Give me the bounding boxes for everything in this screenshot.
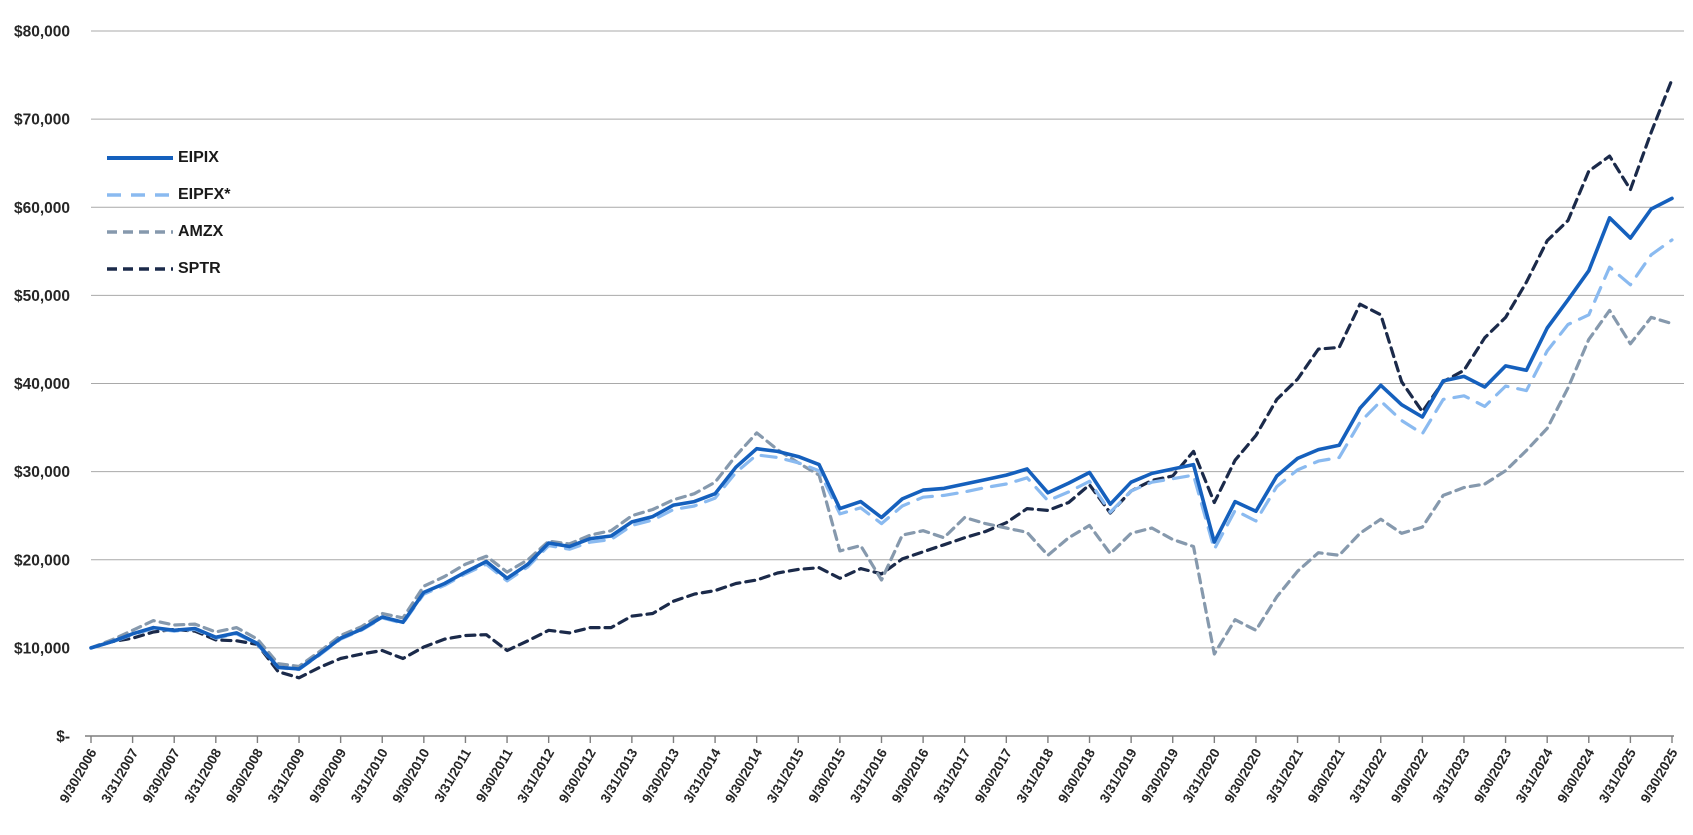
x-tick-label: 9/30/2008 <box>223 746 266 806</box>
x-tick-label: 9/30/2023 <box>1471 746 1514 806</box>
x-tick-label: 3/31/2019 <box>1097 746 1140 806</box>
x-tick-label: 9/30/2012 <box>556 746 599 806</box>
x-tick-label: 9/30/2009 <box>306 746 349 806</box>
x-tick-label: 9/30/2019 <box>1138 746 1181 806</box>
y-tick-label: $40,000 <box>14 376 70 393</box>
x-tick-label: 9/30/2016 <box>889 746 932 806</box>
x-tick-label: 3/31/2011 <box>431 746 474 805</box>
y-tick-label: $70,000 <box>14 112 70 129</box>
x-tick-label: 3/31/2012 <box>514 746 557 806</box>
x-tick-label: 9/30/2020 <box>1222 746 1265 806</box>
x-tick-label: 9/30/2021 <box>1305 746 1348 806</box>
legend-item-amzx: AMZX <box>106 213 230 250</box>
x-tick-label: 9/30/2013 <box>639 746 682 806</box>
legend-label-eipfx: EIPFX* <box>178 185 231 203</box>
x-tick-label: 9/30/2010 <box>389 746 432 806</box>
x-tick-label: 3/31/2015 <box>764 746 807 806</box>
x-tick-label: 9/30/2024 <box>1554 746 1597 806</box>
y-gridlines <box>91 30 1684 649</box>
chart-legend: EIPIX EIPFX* AMZX SPTR <box>106 139 230 287</box>
x-tick-label: 9/30/2017 <box>972 746 1015 806</box>
x-tick-label: 3/31/2007 <box>98 746 141 806</box>
y-axis-labels: $- $10,000 $20,000 $30,000 $40,000 $50,000 $60… <box>14 24 70 746</box>
y-tick-label: $60,000 <box>14 200 70 217</box>
x-axis <box>85 735 1674 743</box>
y-tick-label: $80,000 <box>14 24 70 41</box>
series-line-eipix <box>89 196 1674 671</box>
x-tick-label: 3/31/2023 <box>1430 746 1473 806</box>
x-tick-label: 9/30/2022 <box>1388 746 1431 806</box>
x-tick-label: 3/31/2008 <box>181 746 224 806</box>
eipix-line-sample-icon <box>107 155 173 160</box>
series-line-eipfx <box>89 238 1674 672</box>
legend-label-sptr: SPTR <box>178 259 221 277</box>
x-tick-label: 9/30/2007 <box>140 746 183 806</box>
series-line-sptr <box>89 77 1674 680</box>
x-tick-label: 3/31/2010 <box>348 746 391 806</box>
legend-label-eipix: EIPIX <box>178 148 219 166</box>
y-tick-label: $10,000 <box>14 640 70 657</box>
x-tick-label: 9/30/2011 <box>473 746 516 805</box>
x-tick-label: 3/31/2021 <box>1263 746 1306 806</box>
x-tick-label: 3/31/2020 <box>1180 746 1223 806</box>
x-tick-label: 9/30/2015 <box>805 746 848 806</box>
x-tick-label: 3/31/2013 <box>597 746 640 806</box>
y-tick-label: $50,000 <box>14 288 70 305</box>
legend-label-amzx: AMZX <box>178 222 224 240</box>
amzx-line-sample-icon <box>107 229 173 234</box>
x-tick-label: 9/30/2014 <box>722 746 765 806</box>
y-tick-label: $- <box>56 729 70 746</box>
x-tick-label: 3/31/2024 <box>1513 746 1556 806</box>
eipfx-line-sample-icon <box>107 192 173 197</box>
x-tick-label: 3/31/2016 <box>847 746 890 806</box>
sptr-line-sample-icon <box>107 266 173 271</box>
x-axis-labels: 9/30/20063/31/20079/30/20073/31/20089/30… <box>57 746 1681 806</box>
x-tick-label: 9/30/2025 <box>1638 746 1681 806</box>
x-tick-label: 3/31/2025 <box>1596 746 1639 806</box>
y-tick-label: $30,000 <box>14 464 70 481</box>
x-tick-label: 3/31/2009 <box>265 746 308 806</box>
legend-item-sptr: SPTR <box>106 250 230 287</box>
x-tick-label: 3/31/2014 <box>681 746 724 806</box>
x-tick-label: 9/30/2018 <box>1055 746 1098 806</box>
x-tick-label: 9/30/2006 <box>57 746 100 806</box>
x-tick-label: 3/31/2022 <box>1346 746 1389 806</box>
series-line-amzx <box>89 308 1674 669</box>
legend-item-eipix: EIPIX <box>106 139 230 176</box>
y-tick-label: $20,000 <box>14 552 70 569</box>
legend-item-eipfx: EIPFX* <box>106 176 230 213</box>
x-tick-label: 3/31/2017 <box>930 746 973 806</box>
x-tick-label: 3/31/2018 <box>1013 746 1056 806</box>
